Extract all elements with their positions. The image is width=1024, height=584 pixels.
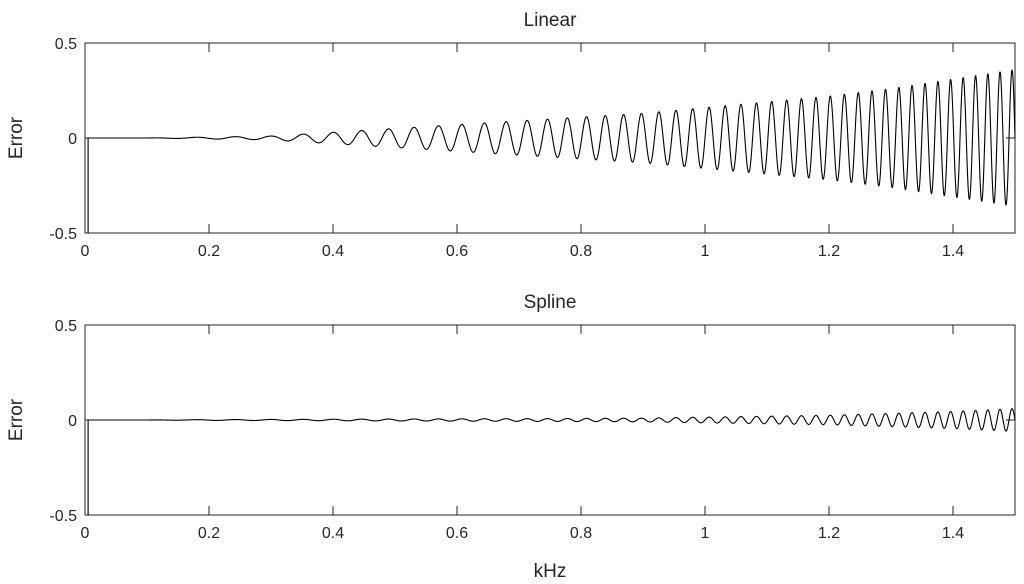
plot-title-spline: Spline xyxy=(524,292,577,313)
x-tick-label: 0.6 xyxy=(446,243,468,260)
subplot-spline: Spline Error kHz 0 0.2 0.4 0.6 0.8 1 1.2 1.4 -0… xyxy=(6,292,1016,582)
y-tick-label: -0.5 xyxy=(49,508,77,525)
axes-frame-linear xyxy=(84,42,1016,234)
x-tick-label: 0 xyxy=(81,243,90,260)
x-tick-label: 0.4 xyxy=(322,243,344,260)
x-tick-label: 1.2 xyxy=(818,243,840,260)
error-trace-spline xyxy=(87,408,1016,515)
x-axis-label: kHz xyxy=(534,561,567,582)
x-ticks-spline: 0 0.2 0.4 0.6 0.8 1 1.2 1.4 xyxy=(81,325,964,542)
x-tick-label: 1.2 xyxy=(818,525,840,542)
x-tick-label: 0.2 xyxy=(198,243,220,260)
y-axis-label-linear: Error xyxy=(6,116,27,159)
y-tick-label: -0.5 xyxy=(49,226,77,243)
x-tick-label: 0.6 xyxy=(446,525,468,542)
x-tick-label: 0.2 xyxy=(198,525,220,542)
y-ticks-spline: -0.5 0 0.5 xyxy=(49,318,1015,525)
y-tick-label: 0.5 xyxy=(55,36,77,53)
subplot-linear: Linear Error 0 0.2 0.4 0.6 0.8 1 1.2 1.4 -0.500… xyxy=(6,10,1016,260)
x-tick-label: 0.8 xyxy=(570,243,592,260)
plot-title-linear: Linear xyxy=(524,10,577,31)
x-tick-label: 1.4 xyxy=(942,525,964,542)
x-tick-label: 1 xyxy=(701,243,710,260)
y-tick-label: 0 xyxy=(68,131,77,148)
x-ticks-linear: 0 0.2 0.4 0.6 0.8 1 1.2 1.4 xyxy=(81,43,964,260)
x-tick-label: 0.4 xyxy=(322,525,344,542)
y-axis-label-spline: Error xyxy=(6,398,27,441)
x-tick-label: 0.8 xyxy=(570,525,592,542)
y-ticks-linear: -0.5 0 0.5 xyxy=(49,36,1015,243)
y-tick-label: 0.5 xyxy=(55,318,77,335)
x-tick-label: 1.4 xyxy=(942,243,964,260)
x-tick-label: 1 xyxy=(701,525,710,542)
error-trace-linear xyxy=(87,69,1016,233)
y-tick-label: 0 xyxy=(68,413,77,430)
x-tick-label: 0 xyxy=(81,525,90,542)
